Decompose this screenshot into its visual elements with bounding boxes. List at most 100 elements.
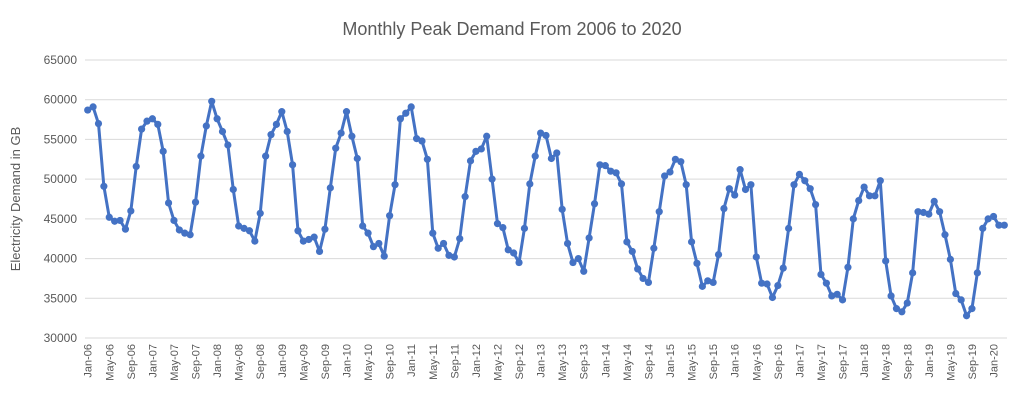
data-point bbox=[208, 97, 216, 105]
data-point bbox=[488, 175, 496, 183]
data-point bbox=[952, 289, 960, 298]
data-point bbox=[213, 115, 221, 123]
data-point bbox=[450, 253, 458, 261]
data-point bbox=[105, 213, 113, 221]
data-point bbox=[860, 183, 868, 191]
data-point bbox=[520, 224, 529, 232]
data-point bbox=[795, 170, 804, 178]
data-point bbox=[876, 177, 884, 185]
data-point bbox=[984, 215, 992, 223]
x-tick-label: Sep-07 bbox=[191, 344, 203, 379]
data-point bbox=[968, 305, 976, 313]
data-point bbox=[957, 296, 965, 304]
x-tick-label: May-09 bbox=[298, 344, 310, 381]
data-point bbox=[596, 161, 604, 169]
x-tick-label: Sep-17 bbox=[838, 344, 850, 379]
data-point bbox=[359, 222, 367, 230]
data-point bbox=[801, 177, 809, 185]
data-point bbox=[175, 226, 183, 234]
data-point bbox=[925, 210, 933, 218]
data-point bbox=[628, 247, 636, 256]
y-tick-label: 65000 bbox=[44, 53, 78, 67]
series-demand bbox=[84, 97, 1008, 320]
x-tick-label: May-17 bbox=[816, 344, 828, 381]
data-point bbox=[537, 129, 545, 137]
data-point bbox=[143, 117, 151, 125]
data-point bbox=[979, 224, 987, 232]
x-tick-label: May-10 bbox=[363, 344, 375, 381]
data-point bbox=[936, 208, 944, 216]
data-point bbox=[661, 172, 669, 180]
data-point bbox=[251, 237, 259, 245]
x-tick-label: Jan-17 bbox=[794, 344, 806, 378]
x-tick-label: Sep-06 bbox=[126, 344, 138, 379]
data-point bbox=[256, 209, 264, 217]
data-point bbox=[731, 191, 739, 199]
data-point bbox=[310, 233, 318, 241]
data-point bbox=[154, 120, 162, 128]
data-point bbox=[332, 144, 340, 152]
y-axis-label: Electricity Demand in GB bbox=[8, 127, 23, 272]
data-point bbox=[267, 131, 275, 139]
data-point bbox=[375, 239, 383, 248]
data-point bbox=[698, 282, 706, 290]
data-point bbox=[558, 205, 566, 213]
data-point bbox=[138, 125, 146, 133]
data-point bbox=[725, 185, 733, 193]
data-point bbox=[941, 231, 949, 239]
data-point bbox=[838, 296, 847, 304]
x-tick-label: Sep-15 bbox=[708, 344, 720, 379]
data-point bbox=[666, 168, 674, 176]
data-point bbox=[747, 181, 755, 189]
x-tick-label: Jan-15 bbox=[665, 344, 677, 378]
data-point bbox=[601, 162, 609, 170]
data-point bbox=[790, 181, 798, 189]
data-point bbox=[94, 119, 103, 128]
x-tick-label: Sep-16 bbox=[773, 344, 785, 379]
data-point bbox=[499, 223, 507, 232]
data-point bbox=[315, 247, 324, 256]
x-tick-label: Sep-19 bbox=[967, 344, 979, 379]
data-point bbox=[844, 263, 852, 271]
data-point bbox=[218, 127, 227, 136]
x-tick-label: Jan-16 bbox=[730, 344, 742, 378]
data-point bbox=[364, 229, 372, 237]
data-point bbox=[326, 184, 334, 192]
data-point bbox=[434, 244, 442, 252]
data-point bbox=[553, 149, 561, 157]
data-point bbox=[811, 200, 820, 209]
data-point bbox=[224, 141, 232, 149]
chart-title: Monthly Peak Demand From 2006 to 2020 bbox=[342, 19, 681, 39]
data-point bbox=[973, 269, 981, 277]
data-point bbox=[1000, 221, 1008, 229]
y-tick-label: 50000 bbox=[44, 172, 78, 186]
data-point bbox=[391, 181, 399, 189]
data-point bbox=[148, 115, 156, 123]
data-point bbox=[321, 225, 329, 233]
data-point bbox=[477, 145, 485, 153]
data-point bbox=[909, 269, 917, 277]
data-point bbox=[693, 259, 701, 267]
data-point bbox=[962, 312, 971, 320]
data-point bbox=[407, 103, 415, 111]
y-tick-label: 40000 bbox=[44, 252, 78, 266]
data-point bbox=[348, 132, 356, 140]
data-point bbox=[121, 225, 130, 233]
data-point bbox=[720, 204, 728, 213]
data-point bbox=[768, 293, 777, 302]
data-point bbox=[493, 220, 502, 228]
data-point bbox=[865, 192, 874, 200]
x-tick-label: Jan-19 bbox=[924, 344, 936, 378]
x-axis-ticks: Jan-06 May-06 Sep-06 Jan-07 May-07 Sep-07 Jan-… bbox=[83, 344, 1001, 381]
data-point bbox=[380, 252, 388, 260]
data-point bbox=[898, 308, 906, 316]
data-point bbox=[763, 280, 771, 288]
data-point bbox=[806, 185, 814, 193]
x-tick-label: May-16 bbox=[751, 344, 763, 381]
data-point bbox=[774, 281, 782, 290]
data-point bbox=[402, 109, 410, 117]
x-tick-label: Jan-09 bbox=[277, 344, 289, 378]
data-point bbox=[736, 166, 744, 174]
